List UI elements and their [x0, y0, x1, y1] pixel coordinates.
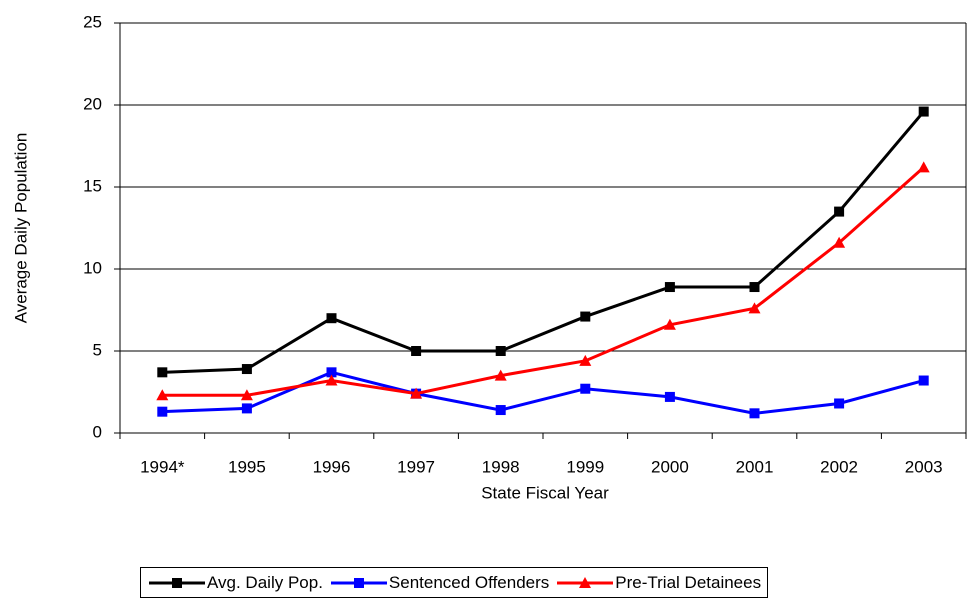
x-tick-label: 1997 — [397, 457, 435, 476]
marker — [749, 282, 760, 293]
legend-label: Avg. Daily Pop. — [207, 572, 323, 592]
y-tick-label: 0 — [93, 422, 102, 441]
x-tick-label: 2000 — [651, 457, 689, 476]
marker — [495, 405, 506, 416]
x-tick-label: 1995 — [228, 457, 266, 476]
marker — [834, 206, 845, 217]
legend-item: Avg. Daily Pop. — [147, 573, 323, 593]
marker — [833, 236, 846, 248]
marker — [918, 375, 929, 386]
series-line — [162, 110, 925, 374]
marker — [579, 354, 592, 366]
y-axis-label: Average Daily Population — [11, 133, 30, 324]
marker — [579, 576, 592, 588]
marker — [241, 364, 252, 375]
x-tick-label: 1994* — [140, 457, 185, 476]
chart: State Fiscal Year Average Daily Populati… — [11, 12, 967, 502]
legend-label: Sentenced Offenders — [388, 572, 550, 592]
marker — [410, 387, 423, 399]
marker — [172, 577, 182, 588]
marker — [749, 408, 760, 419]
marker — [157, 406, 168, 417]
marker — [663, 318, 676, 330]
marker — [918, 106, 929, 117]
legend-swatch — [330, 577, 387, 588]
marker — [580, 311, 591, 322]
legend-item: Sentenced Offenders — [329, 573, 549, 593]
x-tick-label: 2002 — [820, 457, 858, 476]
series-line — [162, 166, 925, 397]
y-tick-label: 5 — [93, 340, 102, 359]
marker — [326, 367, 337, 378]
x-tick-label: 2001 — [736, 457, 774, 476]
marker — [495, 346, 506, 356]
x-tick-label: 2003 — [905, 457, 943, 476]
legend-item: Pre-Trial Detainees — [555, 573, 761, 593]
y-tick-label: 15 — [83, 176, 102, 195]
marker — [664, 391, 675, 402]
marker — [156, 389, 169, 401]
legend-swatch — [149, 577, 205, 588]
x-tick-label: 1998 — [482, 457, 520, 476]
y-tick-label: 20 — [83, 94, 102, 113]
marker — [834, 398, 845, 409]
series-line — [162, 370, 925, 415]
x-tick-label: 1996 — [313, 457, 351, 476]
marker — [580, 383, 591, 394]
x-tick-label: 1999 — [566, 457, 604, 476]
marker — [748, 302, 761, 314]
y-tick-label: 10 — [83, 258, 102, 277]
marker — [917, 161, 930, 173]
marker — [157, 367, 168, 378]
marker — [240, 389, 253, 401]
legend-swatch — [557, 576, 614, 588]
marker — [664, 282, 675, 293]
marker — [326, 313, 337, 324]
legend-label: Pre-Trial Detainees — [615, 572, 762, 592]
marker — [325, 374, 338, 386]
marker — [494, 369, 507, 381]
y-tick-label: 25 — [83, 12, 102, 31]
marker — [241, 403, 252, 414]
legend: Avg. Daily Pop. Sentenced Offenders Pre-Tr… — [140, 567, 769, 598]
x-axis-label: State Fiscal Year — [481, 483, 609, 502]
marker — [411, 346, 422, 356]
marker — [353, 577, 364, 588]
